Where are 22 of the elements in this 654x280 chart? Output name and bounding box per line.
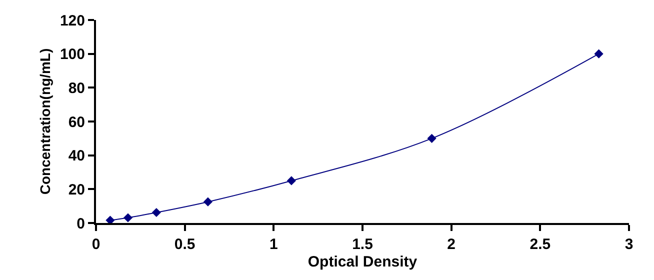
y-tick-label: 0 <box>76 215 85 232</box>
point <box>594 49 604 58</box>
x-tick-label: 3 <box>624 236 634 253</box>
x-tick-label: 0 <box>92 236 100 253</box>
point <box>286 176 296 186</box>
y-tick-label: 100 <box>60 46 85 64</box>
x-tick-label: 2 <box>447 236 456 253</box>
y-tick-label: 60 <box>68 114 85 131</box>
point <box>152 208 161 218</box>
x-tick-label: 0.5 <box>174 236 196 253</box>
y-tick-label: 80 <box>68 80 85 97</box>
point <box>123 213 133 222</box>
y-axis-title: Concentration(ng/mL) <box>37 48 54 195</box>
y-tick-label: 40 <box>68 148 85 165</box>
y-tick-label: 120 <box>60 12 85 30</box>
point <box>427 134 436 143</box>
x-tick-label: 1 <box>270 236 278 253</box>
x-tick-label: 2.5 <box>530 236 551 253</box>
point <box>203 197 212 206</box>
y-tick-label: 20 <box>68 181 85 198</box>
x-tick-label: 1.5 <box>352 236 373 253</box>
x-axis-title: Optical Density <box>308 254 418 270</box>
